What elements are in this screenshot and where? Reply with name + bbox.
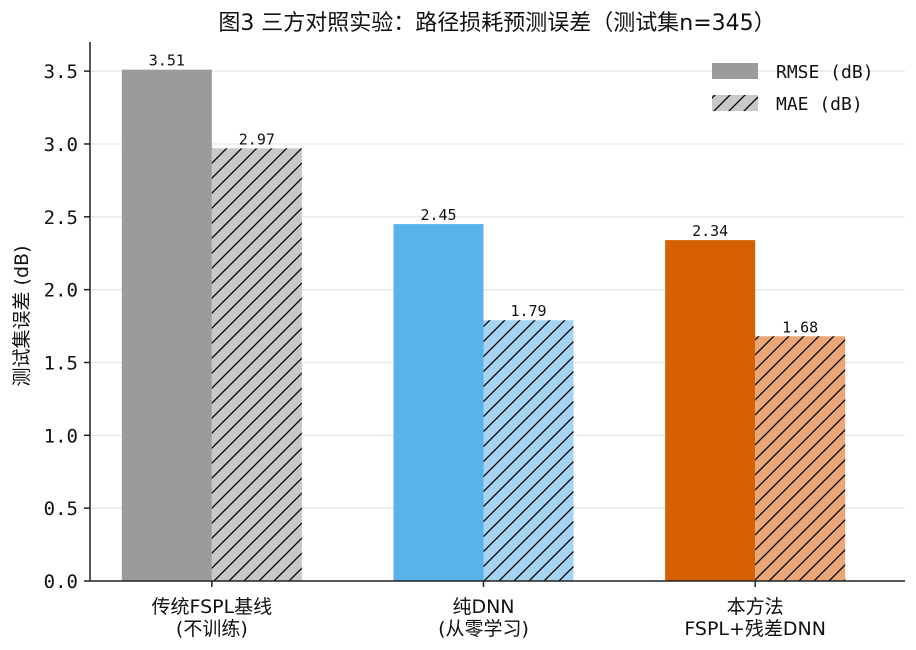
y-tick-label: 2.0 (44, 280, 78, 302)
y-tick-label: 2.5 (44, 207, 78, 229)
x-tick-label: (不训练) (176, 618, 248, 640)
value-label: 2.45 (420, 206, 456, 224)
x-tick-label: FSPL+残差DNN (684, 618, 826, 640)
x-tick-label: 纯DNN (452, 596, 514, 618)
legend-label: MAE (dB) (776, 94, 863, 115)
legend-label: RMSE (dB) (776, 62, 874, 83)
chart-title: 图3 三方对照实验：路径损耗预测误差（测试集n=345） (218, 11, 775, 36)
value-labels: 3.51 2.97 2.45 1.79 2.34 1.68 (149, 52, 818, 337)
bar-hatch (483, 320, 574, 581)
legend-swatch (712, 63, 758, 79)
bar-hatch (755, 336, 846, 581)
bar (393, 224, 484, 581)
bars (121, 69, 846, 582)
value-label: 2.97 (239, 130, 275, 148)
x-tick-label: (从零学习) (438, 618, 529, 640)
x-tick-label: 本方法 (727, 596, 784, 618)
y-tick-label: 1.0 (44, 425, 78, 447)
value-label: 1.79 (510, 302, 546, 320)
bar (121, 69, 212, 581)
y-tick-label: 1.5 (44, 352, 78, 374)
bar (665, 240, 756, 582)
legend: RMSE (dB) MAE (dB) (712, 62, 874, 115)
y-tick-label: 3.5 (44, 61, 78, 83)
legend-swatch-hatch (712, 95, 758, 111)
value-label: 3.51 (149, 52, 185, 70)
axes: 0.0 0.5 1.0 1.5 2.0 2.5 3.0 3.5 传统FSPL基线(不训练) 纯DN… (44, 42, 905, 640)
value-label: 2.34 (692, 222, 728, 240)
x-tick-label: 传统FSPL基线 (151, 596, 272, 618)
y-tick-label: 0.0 (44, 571, 78, 593)
value-label: 1.68 (782, 318, 818, 336)
y-tick-label: 0.5 (44, 498, 78, 520)
y-axis-label: 测试集误差 (dB) (11, 246, 33, 387)
bar-hatch (211, 148, 302, 581)
y-tick-label: 3.0 (44, 134, 78, 156)
